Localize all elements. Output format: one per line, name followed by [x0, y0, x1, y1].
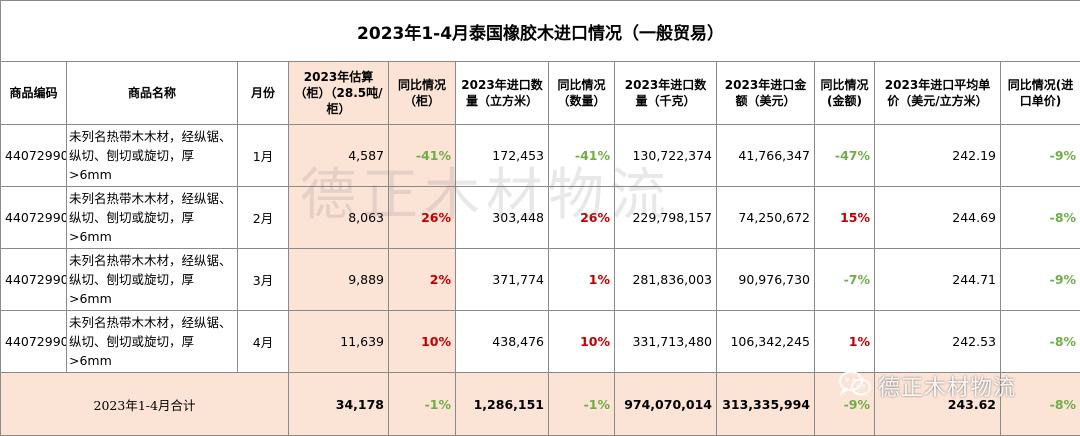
cell-month: 2月: [238, 187, 289, 249]
table-row: 44072990 未列名热带木木材，经纵锯、纵切、刨切或旋切，厚>6mm 4月 …: [1, 311, 1080, 373]
cell-est: 8,063: [289, 187, 389, 249]
header-month: 月份: [238, 62, 289, 125]
cell-name: 未列名热带木木材，经纵锯、纵切、刨切或旋切，厚>6mm: [67, 311, 238, 373]
cell-yoy-qty: 26%: [549, 187, 615, 249]
cell-code: 44072990: [1, 249, 67, 311]
total-yoy-price: -8%: [1001, 373, 1080, 436]
cell-name: 未列名热带木木材，经纵锯、纵切、刨切或旋切，厚>6mm: [67, 249, 238, 311]
cell-month: 4月: [238, 311, 289, 373]
cell-amount: 90,976,730: [717, 249, 815, 311]
cell-name: 未列名热带木木材，经纵锯、纵切、刨切或旋切，厚>6mm: [67, 187, 238, 249]
header-amount: 2023年进口金额（美元）: [717, 62, 815, 125]
cell-qty-kg: 331,713,480: [615, 311, 717, 373]
cell-yoy-amount: 15%: [815, 187, 875, 249]
cell-month: 3月: [238, 249, 289, 311]
table-row: 44072990 未列名热带木木材，经纵锯、纵切、刨切或旋切，厚>6mm 1月 …: [1, 125, 1080, 187]
cell-yoy-amount: -47%: [815, 125, 875, 187]
cell-yoy-qty: 1%: [549, 249, 615, 311]
cell-qty-m3: 371,774: [456, 249, 549, 311]
cell-amount: 41,766,347: [717, 125, 815, 187]
table-row: 44072990 未列名热带木木材，经纵锯、纵切、刨切或旋切，厚>6mm 3月 …: [1, 249, 1080, 311]
cell-code: 44072990: [1, 311, 67, 373]
cell-unit-price: 242.19: [875, 125, 1001, 187]
header-yoy-est: 同比情况（柜）: [389, 62, 456, 125]
cell-est: 11,639: [289, 311, 389, 373]
table-title: 2023年1-4月泰国橡胶木进口情况（一般贸易）: [1, 1, 1080, 62]
cell-est: 4,587: [289, 125, 389, 187]
total-est: 34,178: [289, 373, 389, 436]
cell-yoy-est: 2%: [389, 249, 456, 311]
header-yoy-price: 同比情况(进口单价): [1001, 62, 1080, 125]
total-unit-price: 243.62: [875, 373, 1001, 436]
cell-yoy-price: -9%: [1001, 125, 1080, 187]
cell-qty-kg: 130,722,374: [615, 125, 717, 187]
cell-qty-kg: 229,798,157: [615, 187, 717, 249]
cell-amount: 106,342,245: [717, 311, 815, 373]
cell-qty-m3: 438,476: [456, 311, 549, 373]
cell-yoy-amount: -7%: [815, 249, 875, 311]
header-yoy-amount: 同比情况(金额): [815, 62, 875, 125]
cell-qty-m3: 172,453: [456, 125, 549, 187]
header-code: 商品编码: [1, 62, 67, 125]
total-amount: 313,335,994: [717, 373, 815, 436]
cell-name: 未列名热带木木材，经纵锯、纵切、刨切或旋切，厚>6mm: [67, 125, 238, 187]
cell-code: 44072990: [1, 187, 67, 249]
cell-yoy-est: -41%: [389, 125, 456, 187]
cell-yoy-est: 10%: [389, 311, 456, 373]
cell-yoy-amount: 1%: [815, 311, 875, 373]
total-qty-kg: 974,070,014: [615, 373, 717, 436]
table-row: 44072990 未列名热带木木材，经纵锯、纵切、刨切或旋切，厚>6mm 2月 …: [1, 187, 1080, 249]
header-est: 2023年估算（柜）（28.5吨/柜）: [289, 62, 389, 125]
cell-yoy-est: 26%: [389, 187, 456, 249]
cell-est: 9,889: [289, 249, 389, 311]
total-yoy-est: -1%: [389, 373, 456, 436]
cell-qty-kg: 281,836,003: [615, 249, 717, 311]
header-row: 商品编码 商品名称 月份 2023年估算（柜）（28.5吨/柜） 同比情况（柜）…: [1, 62, 1080, 125]
header-qty-kg: 2023年进口数量（千克）: [615, 62, 717, 125]
header-qty-m3: 2023年进口数量（立方米）: [456, 62, 549, 125]
header-yoy-qty: 同比情况（数量）: [549, 62, 615, 125]
cell-unit-price: 244.71: [875, 249, 1001, 311]
cell-yoy-price: -8%: [1001, 187, 1080, 249]
cell-yoy-qty: 10%: [549, 311, 615, 373]
total-label: 2023年1-4月合计: [1, 373, 289, 436]
cell-unit-price: 244.69: [875, 187, 1001, 249]
header-unit-price: 2023年进口平均单价（美元/立方米）: [875, 62, 1001, 125]
header-name: 商品名称: [67, 62, 238, 125]
total-row: 2023年1-4月合计 34,178 -1% 1,286,151 -1% 974…: [1, 373, 1080, 436]
cell-yoy-price: -9%: [1001, 249, 1080, 311]
cell-code: 44072990: [1, 125, 67, 187]
cell-unit-price: 242.53: [875, 311, 1001, 373]
total-qty-m3: 1,286,151: [456, 373, 549, 436]
cell-yoy-qty: -41%: [549, 125, 615, 187]
cell-yoy-price: -8%: [1001, 311, 1080, 373]
cell-amount: 74,250,672: [717, 187, 815, 249]
total-yoy-amount: -9%: [815, 373, 875, 436]
cell-qty-m3: 303,448: [456, 187, 549, 249]
total-yoy-qty: -1%: [549, 373, 615, 436]
cell-month: 1月: [238, 125, 289, 187]
